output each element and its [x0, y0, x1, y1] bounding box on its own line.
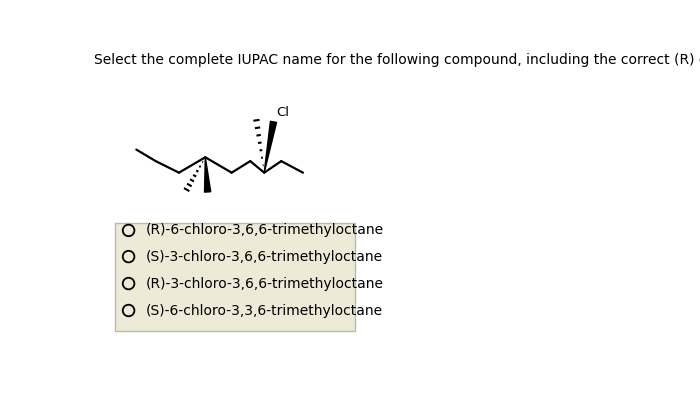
FancyBboxPatch shape [115, 223, 355, 331]
Text: (S)-3-chloro-3,6,6-trimethyloctane: (S)-3-chloro-3,6,6-trimethyloctane [146, 250, 383, 264]
Text: (R)-6-chloro-3,6,6-trimethyloctane: (R)-6-chloro-3,6,6-trimethyloctane [146, 223, 384, 237]
Polygon shape [264, 121, 276, 173]
Polygon shape [204, 157, 211, 192]
Text: Select the complete IUPAC name for the following compound, including the correct: Select the complete IUPAC name for the f… [94, 53, 700, 67]
Text: Cl: Cl [276, 106, 289, 119]
Text: (S)-6-chloro-3,3,6-trimethyloctane: (S)-6-chloro-3,3,6-trimethyloctane [146, 303, 383, 318]
Text: (R)-3-chloro-3,6,6-trimethyloctane: (R)-3-chloro-3,6,6-trimethyloctane [146, 277, 384, 290]
